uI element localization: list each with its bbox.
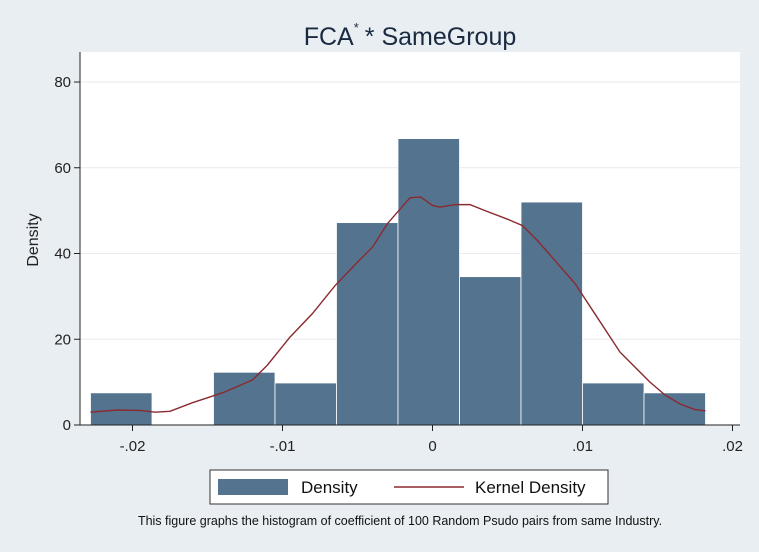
histogram-bar: [459, 276, 522, 426]
x-tick-label: -.02: [120, 438, 146, 455]
chart-title-superscript: *: [354, 20, 359, 35]
x-tick-label: .02: [722, 438, 743, 455]
figure-note: This figure graphs the histogram of coef…: [138, 514, 662, 528]
histogram-bar: [582, 382, 645, 426]
histogram-bar: [643, 392, 706, 426]
x-tick-label: 0: [428, 438, 436, 455]
y-tick-label: 60: [54, 160, 71, 177]
histogram-bar: [90, 392, 153, 426]
histogram-bar: [336, 222, 399, 426]
histogram-bars: [90, 138, 706, 426]
chart-title: FCA* * SameGroup: [304, 20, 517, 51]
legend-label-kernel-density: Kernel Density: [475, 478, 586, 497]
legend: Density Kernel Density: [209, 469, 609, 505]
y-tick-label: 80: [54, 74, 71, 91]
histogram-bar: [397, 138, 460, 426]
axes: 0 20 40 60 80 -.02 -.01 0 .01 .02: [54, 52, 743, 455]
chart-title-prefix: FCA: [304, 23, 354, 51]
kernel-density-line: [90, 196, 706, 413]
y-tick-label: 20: [54, 331, 71, 348]
chart-title-suffix: * SameGroup: [365, 23, 516, 51]
y-tick-label: 0: [63, 417, 71, 434]
histogram-bar: [520, 201, 583, 426]
y-tick-label: 40: [54, 246, 71, 263]
histogram-bar: [213, 371, 276, 426]
x-tick-label: -.01: [270, 438, 296, 455]
y-axis-label: Density: [25, 213, 42, 266]
x-tick-label: .01: [572, 438, 593, 455]
histogram-bar: [274, 382, 337, 426]
legend-label-density: Density: [301, 478, 358, 497]
legend-swatch-density: [218, 479, 288, 495]
